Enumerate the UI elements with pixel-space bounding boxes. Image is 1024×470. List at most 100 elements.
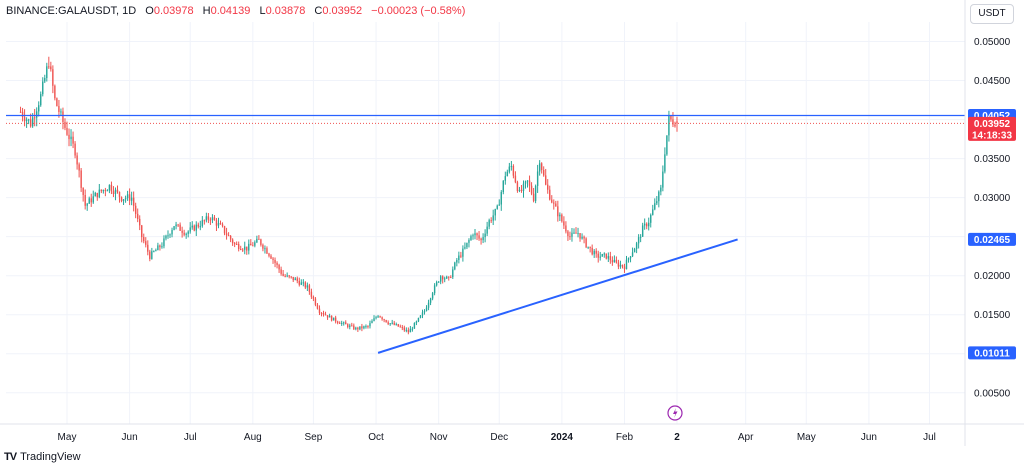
candle-body [627,258,630,260]
candle-body [595,250,597,254]
currency-button[interactable]: USDT [970,4,1014,24]
candle-body [551,199,553,203]
candle-body [583,236,585,239]
candle-body [492,215,494,221]
candle-body [563,221,565,226]
candle-body [435,282,438,286]
candle-body [108,184,111,191]
candle-body [409,328,412,333]
candle-body [591,247,593,255]
candle-body [666,135,668,155]
candle-body [322,313,325,315]
candle-body [668,115,670,136]
candle-body [66,127,68,135]
candle-body [417,317,420,322]
candle-body [619,264,622,267]
candle-body [353,325,355,330]
candle-body [528,180,531,186]
candle-body [423,310,426,313]
candle-body [534,185,537,201]
candle-body [565,225,567,232]
candle-body [589,246,591,248]
x-tick-label: Dec [490,432,508,443]
candle-body [429,298,432,303]
candle-body [579,233,581,239]
candle-body [58,106,60,112]
candle-body [225,233,228,236]
candle-body [330,315,333,321]
candle-body [217,223,220,226]
candle-body [124,198,127,200]
candle-body [258,238,260,240]
candle-body [242,249,244,251]
candle-body [599,256,601,258]
candle-body [635,243,638,249]
candle-body [227,235,230,237]
candle-body [177,224,179,226]
candle-body [314,298,317,305]
candle-body [274,259,276,263]
candle-body [494,208,496,216]
candle-body [516,182,519,191]
chart-grid [6,22,965,424]
candle-body [462,248,464,257]
candle-body [296,278,298,281]
candle-body [68,134,70,140]
candle-body [446,276,448,279]
candle-body [349,325,351,328]
candle-body [300,282,303,285]
candle-body [187,231,189,234]
candle-body [149,251,151,259]
candle-body [573,232,575,234]
candle-body [306,285,309,288]
candle-body [318,308,321,313]
candle-body [437,281,440,283]
candle-body [219,223,222,225]
candle-body [86,203,88,206]
x-tick-label: Nov [430,432,448,443]
candle-body [120,196,123,202]
candle-body [165,235,167,239]
candle-body [439,276,442,282]
candle-body [179,224,181,231]
candle-body [280,269,282,274]
candle-body [72,136,74,144]
candle-body [118,191,121,197]
candle-body [508,166,511,172]
candle-body [244,246,246,250]
candle-body [359,326,361,330]
candle-body [474,233,476,236]
candle-body [270,255,272,259]
price-badge [968,346,1016,360]
candle-body [587,246,589,248]
candle-body [237,244,240,250]
candle-body [181,230,183,233]
price-badge-text: 0.01011 [974,348,1010,359]
candle-body [367,326,369,328]
candle-body [411,328,414,330]
candle-body [569,236,571,238]
candle-body [195,224,197,231]
candle-body [221,224,224,227]
candle-body [540,163,543,171]
candle-body [460,255,462,257]
price-badge [968,232,1016,246]
candle-body [401,327,404,329]
candle-body [56,98,58,107]
candle-body [163,238,165,247]
candle-body [284,275,286,277]
candle-body [215,220,218,226]
candle-body [512,166,515,176]
candle-body [288,275,290,277]
candle-body [304,282,307,288]
candle-body [670,115,672,120]
candle-body [46,66,48,79]
candle-body [518,189,521,191]
candle-body [122,199,125,202]
candle-body [466,242,468,248]
candle-body [240,249,242,251]
candle-body [320,312,323,314]
candle-body [256,238,258,243]
candle-body [504,176,507,181]
